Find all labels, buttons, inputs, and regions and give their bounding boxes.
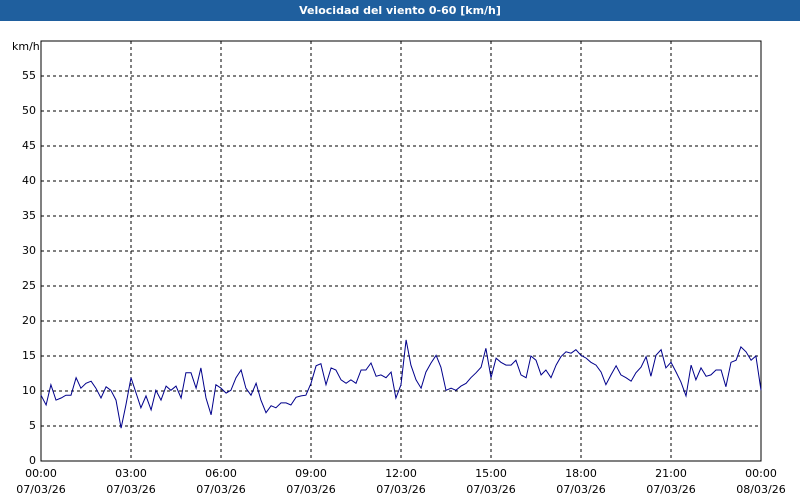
x-tick-date: 07/03/26 [466, 483, 515, 496]
y-tick-label: 30 [22, 244, 36, 257]
y-tick-label: 50 [22, 104, 36, 117]
y-axis-label: km/h [12, 40, 40, 53]
y-tick-label: 15 [22, 349, 36, 362]
x-tick-date: 07/03/26 [106, 483, 155, 496]
x-tick-date: 07/03/26 [286, 483, 335, 496]
y-tick-label: 35 [22, 209, 36, 222]
y-tick-label: 10 [22, 384, 36, 397]
x-tick-label: 21:00 [655, 467, 687, 480]
x-tick-date: 07/03/26 [16, 483, 65, 496]
data-line [40, 339, 762, 429]
x-tick-date: 08/03/26 [736, 483, 785, 496]
y-tick-label: 25 [22, 279, 36, 292]
y-tick-label: 5 [29, 419, 36, 432]
title-bar [0, 0, 800, 21]
x-tick-label: 06:00 [205, 467, 237, 480]
x-tick-label: 12:00 [385, 467, 417, 480]
x-tick-label: 03:00 [115, 467, 147, 480]
x-tick-date: 07/03/26 [646, 483, 695, 496]
y-tick-label: 20 [22, 314, 36, 327]
x-tick-date: 07/03/26 [556, 483, 605, 496]
plot-frame [40, 40, 762, 462]
chart-title: Velocidad del viento 0-60 [km/h] [299, 4, 501, 17]
y-tick-label: 55 [22, 69, 36, 82]
x-tick-label: 00:00 [745, 467, 777, 480]
x-tick-date: 07/03/26 [376, 483, 425, 496]
x-tick-label: 15:00 [475, 467, 507, 480]
y-tick-label: 45 [22, 139, 36, 152]
y-tick-label: 40 [22, 174, 36, 187]
x-tick-date: 07/03/26 [196, 483, 245, 496]
x-tick-label: 18:00 [565, 467, 597, 480]
x-tick-label: 00:00 [25, 467, 57, 480]
x-tick-label: 09:00 [295, 467, 327, 480]
y-tick-label: 0 [29, 454, 36, 467]
